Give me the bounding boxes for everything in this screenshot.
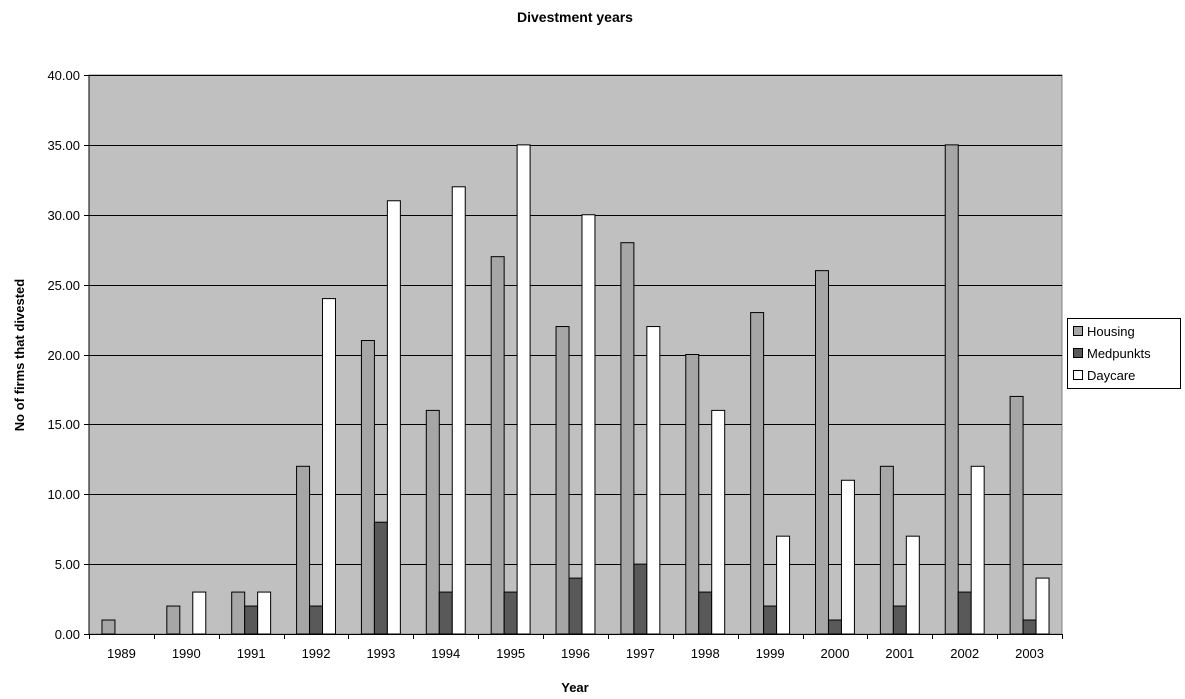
bar-housing-1993	[360, 340, 375, 635]
x-axis: 1989 1990 1991 1992 1993 1994 1995 1996 1997 1998…	[89, 634, 1063, 661]
bar-medpunkts-1992	[309, 605, 324, 635]
x-tick-label: 1998	[691, 646, 720, 661]
bar-housing-1999	[750, 312, 765, 635]
y-tick-label: 5.00	[55, 557, 80, 572]
x-axis-title: Year	[561, 680, 588, 695]
bar-medpunkts-1996	[568, 577, 583, 635]
y-tick-label: 15.00	[47, 417, 80, 432]
bar-medpunkts-1997	[633, 563, 648, 635]
x-tick-label: 2000	[821, 646, 850, 661]
bar-medpunkts-1993	[373, 521, 388, 635]
bar-medpunkts-1995	[503, 591, 518, 635]
x-tick-label: 2001	[885, 646, 914, 661]
bar-housing-1998	[685, 354, 700, 635]
bar-daycare-1999	[776, 535, 791, 635]
y-axis: 0.00 5.00 10.00 15.00 20.00 25.00 30.00 35.00 40…	[47, 68, 90, 642]
bar-medpunkts-1991	[244, 605, 259, 635]
legend-label-housing: Housing	[1087, 324, 1135, 339]
y-axis-title: No of firms that divested	[12, 279, 27, 431]
bar-daycare-1994	[451, 186, 466, 635]
x-tick-label: 1997	[626, 646, 655, 661]
legend-label-daycare: Daycare	[1087, 368, 1135, 383]
legend-swatch-housing	[1073, 326, 1083, 336]
chart-title: Divestment years	[517, 9, 633, 25]
legend-swatch-daycare	[1073, 370, 1083, 380]
bar-medpunkts-2001	[892, 605, 907, 635]
bar-housing-2003	[1009, 395, 1024, 635]
bar-medpunkts-1999	[763, 605, 778, 635]
x-tick-label: 1989	[107, 646, 136, 661]
bar-housing-1994	[425, 409, 440, 635]
y-tick-label: 40.00	[47, 68, 80, 83]
bar-housing-1990	[166, 605, 181, 635]
bar-daycare-2001	[905, 535, 920, 635]
bar-housing-1996	[555, 326, 570, 635]
bar-housing-2000	[815, 270, 829, 635]
y-tick-label: 10.00	[47, 487, 80, 502]
bar-daycare-1990	[192, 591, 207, 635]
bar-medpunkts-1994	[438, 591, 453, 635]
x-tick-label: 2003	[1015, 646, 1044, 661]
x-tick-label: 1990	[172, 646, 201, 661]
y-tick-label: 20.00	[47, 348, 80, 363]
bar-medpunkts-2000	[827, 619, 842, 635]
x-tick-label: 1995	[496, 646, 525, 661]
x-tick-label: 1996	[561, 646, 590, 661]
x-tick-label: 1999	[756, 646, 785, 661]
legend-swatch-medpunkts	[1073, 348, 1083, 358]
bar-daycare-1991	[257, 591, 272, 635]
bar-daycare-1992	[322, 298, 336, 635]
bar-housing-1995	[490, 256, 505, 635]
x-tick-label: 1994	[431, 646, 460, 661]
legend-box	[1067, 318, 1181, 389]
plot-area	[88, 74, 1063, 635]
bar-medpunkts-1998	[698, 591, 713, 635]
bar-daycare-2000	[840, 479, 855, 635]
x-tick-label: 1993	[366, 646, 395, 661]
legend-label-medpunkts: Medpunkts	[1087, 346, 1151, 361]
bar-medpunkts-2003	[1022, 619, 1037, 635]
bar-housing-2002	[944, 144, 959, 635]
bar-daycare-2002	[970, 465, 985, 635]
y-tick-label: 0.00	[55, 627, 80, 642]
bar-daycare-1993	[386, 200, 401, 635]
gridlines	[89, 75, 1062, 565]
bar-housing-1997	[620, 242, 635, 635]
x-tick-label: 1991	[237, 646, 266, 661]
bar-housing-1992	[296, 465, 311, 635]
bar-daycare-1998	[711, 409, 726, 635]
bar-housing-2001	[879, 465, 894, 635]
x-tick-label: 2002	[950, 646, 979, 661]
y-tick-label: 35.00	[47, 138, 80, 153]
bar-daycare-1995	[516, 144, 531, 635]
x-tick-label: 1992	[302, 646, 331, 661]
bar-medpunkts-2002	[957, 591, 972, 635]
legend: Housing Medpunkts Daycare	[1067, 318, 1181, 389]
bar-daycare-1996	[581, 214, 596, 635]
bar-housing-1989	[101, 619, 116, 635]
y-tick-label: 30.00	[47, 208, 80, 223]
bar-housing-1991	[231, 591, 246, 635]
bar-daycare-1997	[646, 326, 661, 635]
y-tick-label: 25.00	[47, 278, 80, 293]
bar-daycare-2003	[1035, 577, 1050, 635]
